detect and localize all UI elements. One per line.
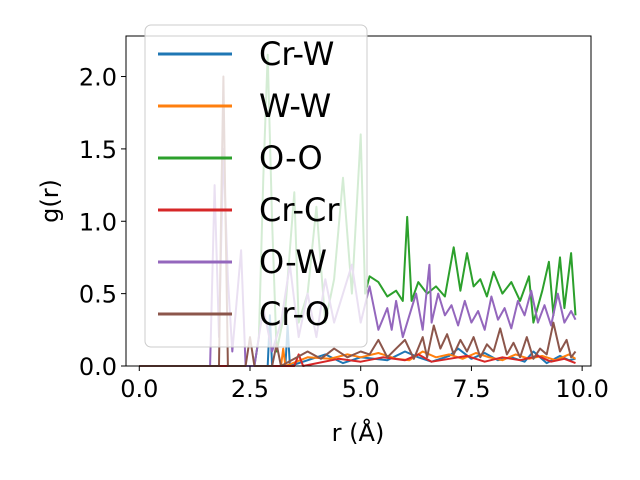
x-tick-label: 10.0 xyxy=(555,375,608,403)
y-axis: 0.0 0.5 1.0 1.5 2.0 xyxy=(79,64,126,381)
legend-label-o-o: O-O xyxy=(259,139,323,177)
legend-label-cr-w: Cr-W xyxy=(259,35,334,73)
x-axis-label: r (Å) xyxy=(332,418,385,447)
x-tick-label: 7.5 xyxy=(452,375,490,403)
legend-label-o-w: O-W xyxy=(259,243,327,281)
y-axis-label: g(r) xyxy=(36,179,64,223)
y-tick-label: 1.5 xyxy=(79,136,117,164)
legend-box xyxy=(144,24,368,348)
y-tick-label: 0.0 xyxy=(79,353,117,381)
x-tick-label: 0.0 xyxy=(120,375,158,403)
legend-label-cr-cr: Cr-Cr xyxy=(259,191,340,229)
y-tick-label: 2.0 xyxy=(79,64,117,92)
y-tick-label: 1.0 xyxy=(79,208,117,236)
x-tick-label: 5.0 xyxy=(342,375,380,403)
x-tick-label: 2.5 xyxy=(231,375,269,403)
x-axis: 0.0 2.5 5.0 7.5 10.0 xyxy=(120,366,609,403)
y-tick-label: 0.5 xyxy=(79,281,117,309)
legend-label-w-w: W-W xyxy=(259,87,331,125)
legend-label-cr-o: Cr-O xyxy=(259,295,330,333)
legend: Cr-W W-W O-O Cr-Cr O-W Cr-O xyxy=(144,24,368,348)
